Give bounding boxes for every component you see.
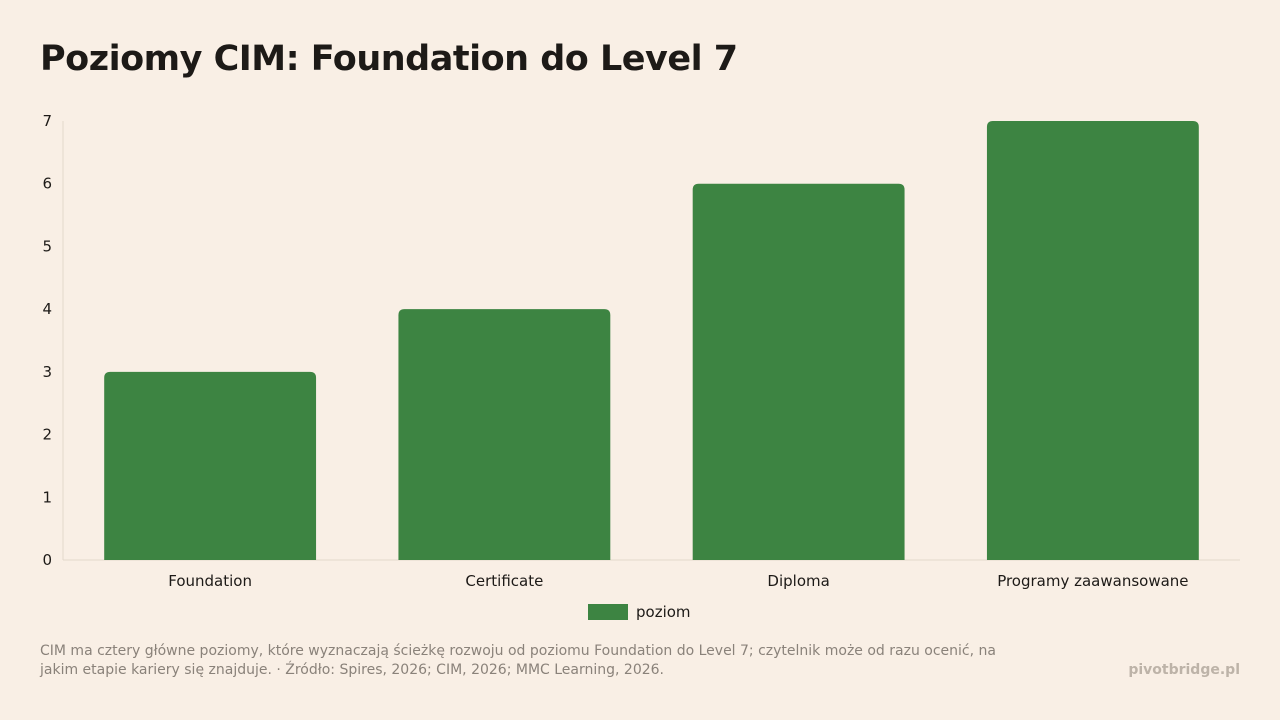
y-tick-label: 5 [42,237,52,255]
brand-watermark: pivotbridge.pl [1128,662,1240,678]
legend-swatch [588,604,628,620]
x-tick-label: Foundation [168,572,252,590]
legend-label: poziom [636,603,691,621]
bar-chart: 0 1 2 3 4 5 6 7 Foundation Certificate Diploma Prog… [42,112,1240,621]
y-tick-label: 4 [42,300,52,318]
y-tick-label: 6 [42,175,52,193]
bar-3 [692,183,905,560]
x-tick-label: Programy zaawansowane [997,572,1188,590]
x-tick-label: Certificate [465,572,543,590]
y-tick-label: 0 [42,551,52,569]
bar-1 [104,371,317,560]
bar-4 [986,121,1199,560]
footnote: CIM ma cztery główne poziomy, które wyzn… [40,643,996,678]
y-tick-label: 2 [42,426,52,444]
chart-title: Poziomy CIM: Foundation do Level 7 [40,39,738,79]
x-tick-label: Diploma [767,572,829,590]
bar-2 [398,309,611,560]
y-tick-label: 7 [42,112,52,130]
y-tick-label: 3 [42,363,52,381]
y-tick-label: 1 [42,488,52,506]
